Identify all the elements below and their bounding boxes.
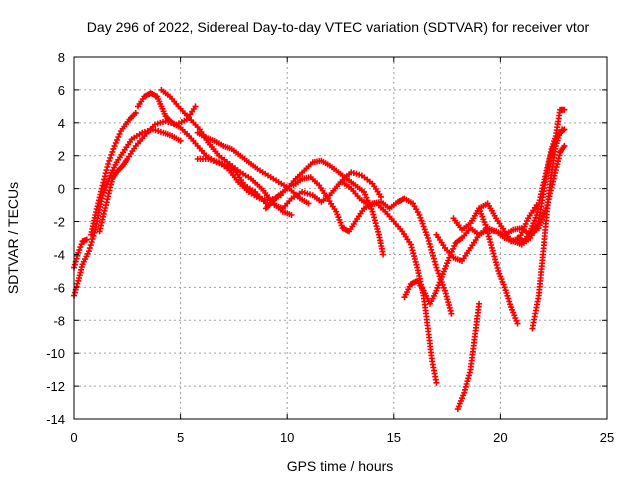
x-tick-label: 10 (280, 430, 294, 445)
y-tick-label: -2 (53, 215, 65, 230)
series-arc-10 (271, 169, 384, 212)
series-arc-1 (71, 126, 184, 299)
x-tick-label: 0 (70, 430, 77, 445)
series-arc-15 (450, 200, 540, 245)
series-line (73, 128, 181, 296)
plus-markers (476, 205, 521, 327)
chart-title: Day 296 of 2022, Sidereal Day-to-day VTE… (87, 19, 590, 35)
series-arc-19 (529, 126, 568, 332)
series-arc-3 (88, 109, 139, 238)
plus-markers (71, 126, 184, 299)
series-arc-7 (194, 129, 312, 207)
plus-markers (450, 200, 540, 245)
x-tick-label: 15 (387, 430, 401, 445)
y-tick-label: -6 (53, 280, 65, 295)
plus-markers (96, 103, 199, 235)
x-tick-label: 25 (600, 430, 614, 445)
plus-markers (535, 106, 568, 225)
axis-ticks: 0 5 10 15 20 25 -14 -12 -10 -8 -6 -4 -2 0 2 4 6 8 (46, 50, 614, 445)
plus-markers (529, 126, 568, 332)
y-tick-label: 6 (58, 83, 65, 98)
plus-markers (339, 179, 440, 386)
y-tick-label: -4 (53, 247, 65, 262)
plot-frame (73, 56, 608, 420)
y-tick-label: 2 (58, 149, 65, 164)
y-tick-label: -10 (46, 346, 65, 361)
x-tick-label: 20 (493, 430, 507, 445)
y-tick-label: 8 (58, 50, 65, 65)
plus-markers (88, 109, 139, 238)
x-axis-label: GPS time / hours (287, 458, 394, 474)
x-tick-label: 5 (177, 430, 184, 445)
y-tick-label: -12 (46, 379, 65, 394)
series-arc-12 (339, 179, 440, 386)
series-arc-4 (96, 103, 199, 235)
series-arc-16 (454, 300, 483, 413)
data-series (71, 86, 568, 413)
series-arc-17 (476, 205, 521, 327)
plus-markers (454, 300, 483, 413)
y-tick-label: -14 (46, 412, 65, 427)
y-tick-label: 4 (58, 116, 65, 131)
plus-markers (271, 169, 384, 212)
plus-markers (194, 129, 312, 207)
y-tick-label: 0 (58, 182, 65, 197)
y-axis-label: SDTVAR / TECUs (5, 182, 21, 294)
y-tick-label: -8 (53, 313, 65, 328)
series-arc-20 (535, 106, 568, 225)
series-arc-9 (262, 157, 387, 258)
